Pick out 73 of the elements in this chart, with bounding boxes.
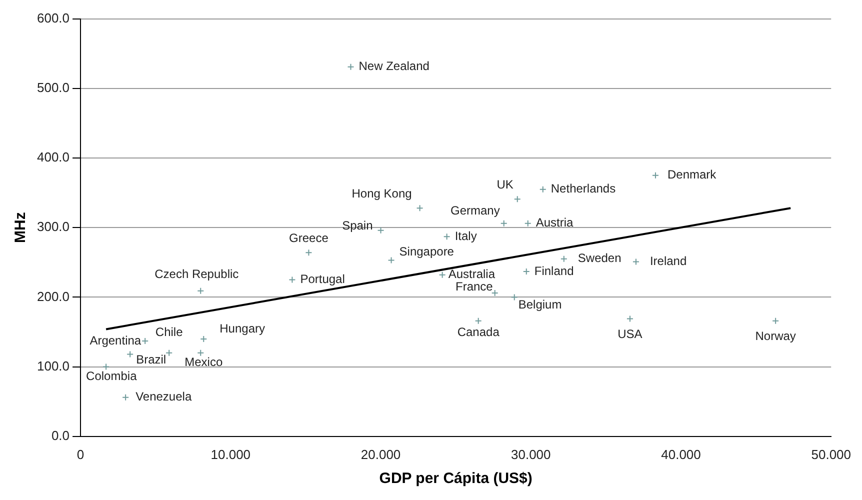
annotation: Greece [289, 230, 329, 245]
point [377, 226, 384, 234]
annotation: USA [618, 327, 642, 342]
point [197, 287, 204, 294]
x-tick-label: 30.000 [511, 446, 551, 462]
point [772, 317, 780, 324]
point [560, 255, 568, 262]
annotation: Singapore [399, 244, 454, 259]
point [200, 335, 208, 342]
point [632, 258, 640, 266]
annotation: Brazil [136, 352, 166, 367]
point [510, 294, 518, 301]
y-tick-label: 400.0 [36, 150, 70, 165]
point [626, 315, 634, 322]
point [514, 196, 521, 203]
annotation: France [455, 279, 494, 294]
annotation: Sweden [578, 251, 622, 266]
point [305, 249, 312, 256]
x-tick-label: 20.000 [360, 446, 401, 462]
annotation: Italy [454, 228, 477, 243]
point [500, 220, 508, 227]
annotation: Chile [155, 325, 184, 340]
annotation: Spain [342, 218, 373, 233]
point [102, 363, 110, 370]
annotation: Australia [448, 267, 496, 282]
point [652, 172, 659, 179]
y-tick-label: 100.0 [36, 358, 70, 374]
point [166, 349, 173, 356]
annotation: Hong Kong [352, 186, 412, 200]
y-tick-label: 200.0 [36, 288, 70, 304]
annotation: Belgium [518, 298, 562, 312]
point [122, 394, 130, 401]
point [524, 220, 532, 227]
point [388, 256, 395, 264]
annotation: Austria [536, 216, 574, 230]
x-tick-label: 0 [76, 446, 84, 462]
x-tick-label: 10.000 [210, 446, 251, 462]
x-tick-label: 50.000 [811, 446, 851, 462]
annotation: Mexico [184, 355, 223, 370]
annotation: Canada [457, 325, 500, 340]
point [491, 290, 498, 297]
point [522, 268, 530, 275]
annotation: Ireland [650, 254, 687, 268]
annotation: Netherlands [550, 182, 616, 196]
point [126, 350, 134, 358]
annotation: Argentina [90, 333, 142, 348]
annotation: Czech Republic [154, 267, 239, 282]
y-tick-label: 0.0 [51, 428, 70, 443]
y-tick-label: 500.0 [36, 80, 70, 95]
annotation: New Zealand [358, 59, 430, 74]
annotation: Finland [534, 264, 574, 278]
annotation: Venezuela [136, 390, 192, 404]
annotation: Hungary [220, 321, 265, 336]
annotation: Denmark [667, 168, 718, 182]
point [142, 338, 149, 345]
x-axis-title: GDP per Cápita (US$) [379, 470, 532, 488]
point [474, 317, 482, 324]
y-tick-label: 600.0 [36, 10, 70, 26]
annotation: Norway [755, 329, 796, 344]
y-tick-label: 300.0 [36, 219, 70, 234]
point [443, 233, 450, 240]
annotation: UK [496, 177, 514, 192]
point [438, 271, 446, 278]
annotation: Colombia [86, 369, 138, 384]
annotation: Germany [450, 204, 500, 218]
point [197, 349, 204, 356]
point [347, 63, 354, 70]
point [416, 204, 424, 212]
x-tick-label: 40.000 [661, 446, 701, 462]
annotation: Portugal [300, 272, 345, 286]
point [539, 186, 546, 193]
y-axis-title: MHz [12, 212, 30, 244]
point [288, 276, 296, 284]
